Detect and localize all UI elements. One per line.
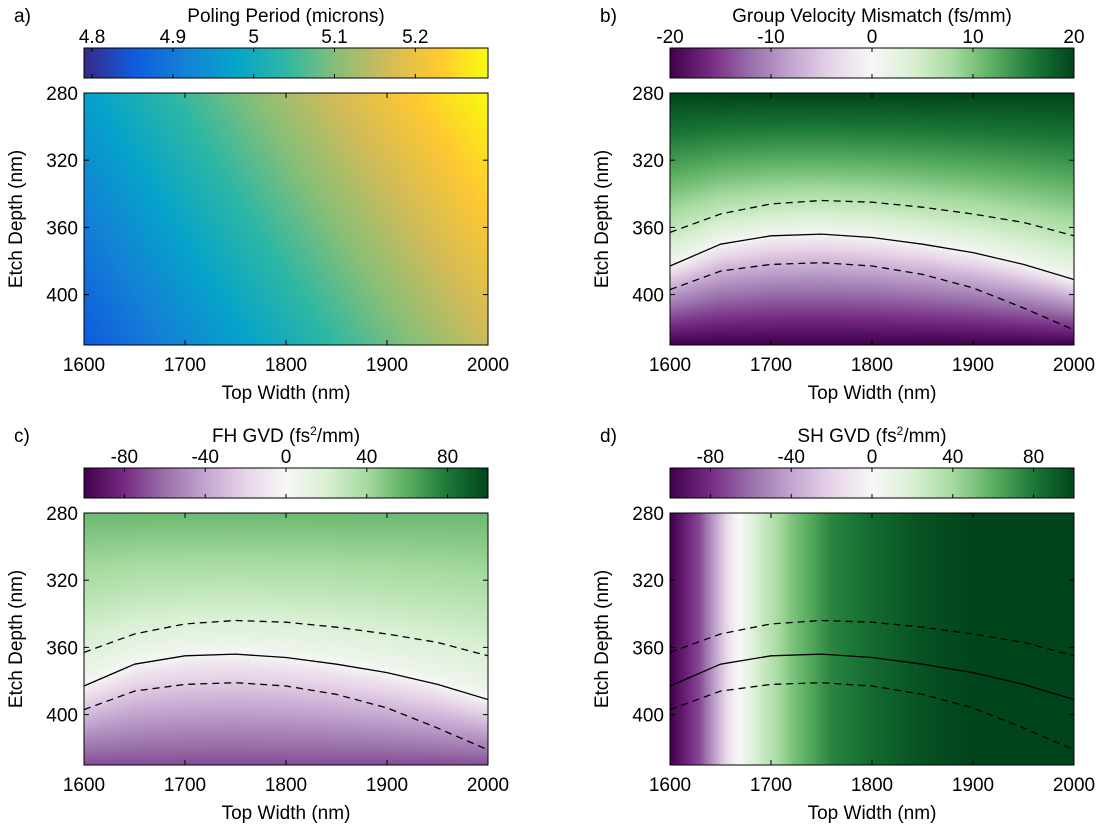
y-axis-label: Etch Depth (nm) [6, 570, 27, 708]
x-tick-label: 1900 [366, 355, 408, 376]
panel-label: c) [14, 426, 30, 447]
panel-b: b) Group Velocity Mismatch (fs/mm) -20 -10 0… [592, 6, 1095, 404]
y-tick-label: 360 [46, 638, 78, 659]
colorbar-tick-label: 4.9 [160, 27, 186, 48]
x-tick-label: 1600 [649, 775, 691, 796]
colorbar [669, 467, 1075, 499]
x-tick-label: 1800 [265, 355, 307, 376]
colorbar-tick-label: -10 [757, 27, 784, 48]
panel-label: b) [600, 6, 617, 27]
colorbar-tick-label: -20 [656, 27, 683, 48]
panel-label: d) [600, 426, 617, 447]
y-axis-label: Etch Depth (nm) [592, 570, 613, 708]
colorbar-tick-label: 10 [962, 27, 983, 48]
panel-d: d) SH GVD (fs2/mm) -80 -40 0 40 80 1600 1700 1800… [592, 424, 1095, 824]
x-tick-label: 1700 [750, 775, 792, 796]
panel-a: a) Poling Period (microns) 4.8 4.9 5 5.1 5.2 16… [6, 6, 509, 404]
x-tick-label: 2000 [467, 775, 509, 796]
x-tick-label: 1700 [750, 355, 792, 376]
y-tick-label: 320 [632, 571, 664, 592]
colorbar-title: Group Velocity Mismatch (fs/mm) [732, 6, 1012, 27]
contour-dashed [84, 682, 488, 751]
y-tick-label: 280 [46, 84, 78, 105]
y-tick-label: 360 [632, 638, 664, 659]
x-tick-label: 1600 [649, 355, 691, 376]
colorbar-tick-label: 80 [437, 447, 458, 468]
x-tick-label: 1800 [851, 355, 893, 376]
colorbar-title: FH GVD (fs2/mm) [212, 424, 360, 447]
contour-solid [84, 653, 488, 701]
colorbar-tick-label: -80 [697, 447, 724, 468]
colorbar [669, 47, 1075, 79]
y-tick-label: 320 [46, 151, 78, 172]
contour-dashed [670, 262, 1074, 331]
y-tick-label: 280 [46, 504, 78, 525]
x-tick-label: 2000 [1053, 355, 1095, 376]
heatmap-image [670, 93, 1074, 345]
x-tick-label: 1800 [265, 775, 307, 796]
colorbar-tick-label: 4.8 [79, 27, 105, 48]
colorbar-tick-label: 0 [867, 27, 878, 48]
colorbar-tick-label: 20 [1063, 27, 1084, 48]
x-tick-label: 2000 [1053, 775, 1095, 796]
contour-dashed [670, 619, 1074, 657]
y-axis-label: Etch Depth (nm) [592, 150, 613, 288]
panel-label: a) [14, 6, 31, 27]
x-tick-label: 1600 [63, 775, 105, 796]
x-axis-label: Top Width (nm) [808, 383, 937, 404]
colorbar-tick-label: -40 [777, 447, 804, 468]
y-tick-label: 400 [632, 706, 664, 727]
colorbar [83, 47, 489, 79]
y-tick-label: 400 [632, 286, 664, 307]
colorbar-tick-label: -80 [111, 447, 138, 468]
y-tick-label: 400 [46, 706, 78, 727]
contour-solid [670, 233, 1074, 281]
heatmap-image [84, 93, 488, 345]
x-axis-label: Top Width (nm) [222, 383, 351, 404]
colorbar-tick-label: 5.1 [321, 27, 347, 48]
x-axis-label: Top Width (nm) [808, 803, 937, 824]
contour-dashed [84, 619, 488, 657]
colorbar-tick-label: 40 [356, 447, 377, 468]
x-axis-label: Top Width (nm) [222, 803, 351, 824]
x-tick-label: 1800 [851, 775, 893, 796]
colorbar-tick-label: 5 [248, 27, 259, 48]
colorbar-tick-label: 0 [281, 447, 292, 468]
x-tick-label: 1700 [164, 355, 206, 376]
y-axis-label: Etch Depth (nm) [6, 150, 27, 288]
y-tick-label: 400 [46, 286, 78, 307]
x-tick-label: 2000 [467, 355, 509, 376]
y-tick-label: 320 [632, 151, 664, 172]
contour-dashed [670, 682, 1074, 751]
colorbar-tick-label: -40 [191, 447, 218, 468]
colorbar-tick-label: 5.2 [402, 27, 428, 48]
contour-dashed [670, 199, 1074, 237]
y-tick-label: 280 [632, 504, 664, 525]
colorbar-title: Poling Period (microns) [187, 6, 384, 27]
colorbar-tick-label: 80 [1023, 447, 1044, 468]
y-tick-label: 280 [632, 84, 664, 105]
y-tick-label: 360 [632, 218, 664, 239]
contour-solid [670, 653, 1074, 701]
panel-c: c) FH GVD (fs2/mm) -80 -40 0 40 80 1600 1700 1800… [6, 424, 509, 824]
colorbar-title: SH GVD (fs2/mm) [797, 424, 946, 447]
x-tick-label: 1700 [164, 775, 206, 796]
x-tick-label: 1600 [63, 355, 105, 376]
colorbar [83, 467, 489, 499]
heatmap-image [84, 513, 488, 765]
heatmap-image [670, 513, 1074, 765]
colorbar-tick-label: 0 [867, 447, 878, 468]
y-tick-label: 320 [46, 571, 78, 592]
colorbar-tick-label: 40 [942, 447, 963, 468]
y-tick-label: 360 [46, 218, 78, 239]
x-tick-label: 1900 [952, 775, 994, 796]
x-tick-label: 1900 [366, 775, 408, 796]
x-tick-label: 1900 [952, 355, 994, 376]
